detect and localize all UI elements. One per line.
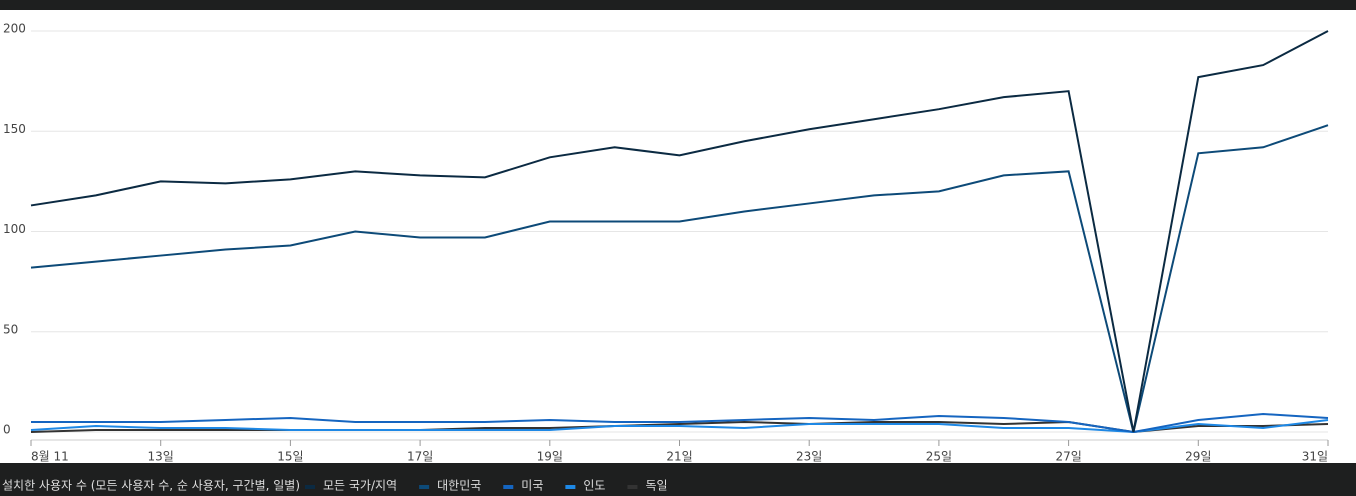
- legend-label: 대한민국: [437, 479, 481, 493]
- y-tick-label: 100: [3, 222, 26, 236]
- legend-label: 모든 국가/지역: [323, 479, 397, 493]
- x-tick-label: 21일: [666, 450, 692, 464]
- x-tick-label: 8월 11: [31, 450, 69, 464]
- chart-title: 설치한 사용자 수 (모든 사용자 수, 순 사용자, 구간별, 일별): [2, 479, 300, 493]
- legend-label: 인도: [583, 479, 605, 493]
- plot-background: [0, 10, 1356, 463]
- legend: 설치한 사용자 수 (모든 사용자 수, 순 사용자, 구간별, 일별) 모든 …: [2, 479, 668, 493]
- series-line: [30, 30, 1329, 433]
- series-line: [30, 418, 1329, 434]
- x-tick-label: 19일: [537, 450, 563, 464]
- legend-label: 독일: [645, 479, 667, 493]
- x-tick-label: 27일: [1055, 450, 1081, 464]
- series-line: [31, 412, 1329, 434]
- series-line: [30, 124, 1329, 433]
- y-tick-label: 150: [3, 122, 26, 136]
- y-tick-label: 200: [3, 22, 26, 36]
- x-tick-label: 13일: [148, 450, 174, 464]
- legend-label: 미국: [521, 479, 543, 493]
- x-tick-label: 25일: [926, 450, 952, 464]
- x-tick-label: 23일: [796, 450, 822, 464]
- x-tick-label: 17일: [407, 450, 433, 464]
- x-tick-label: 29일: [1185, 450, 1211, 464]
- y-tick-label: 0: [3, 423, 11, 437]
- y-tick-label: 50: [3, 322, 18, 336]
- x-tick-label: 31일: [1302, 450, 1328, 464]
- x-tick-label: 15일: [277, 450, 303, 464]
